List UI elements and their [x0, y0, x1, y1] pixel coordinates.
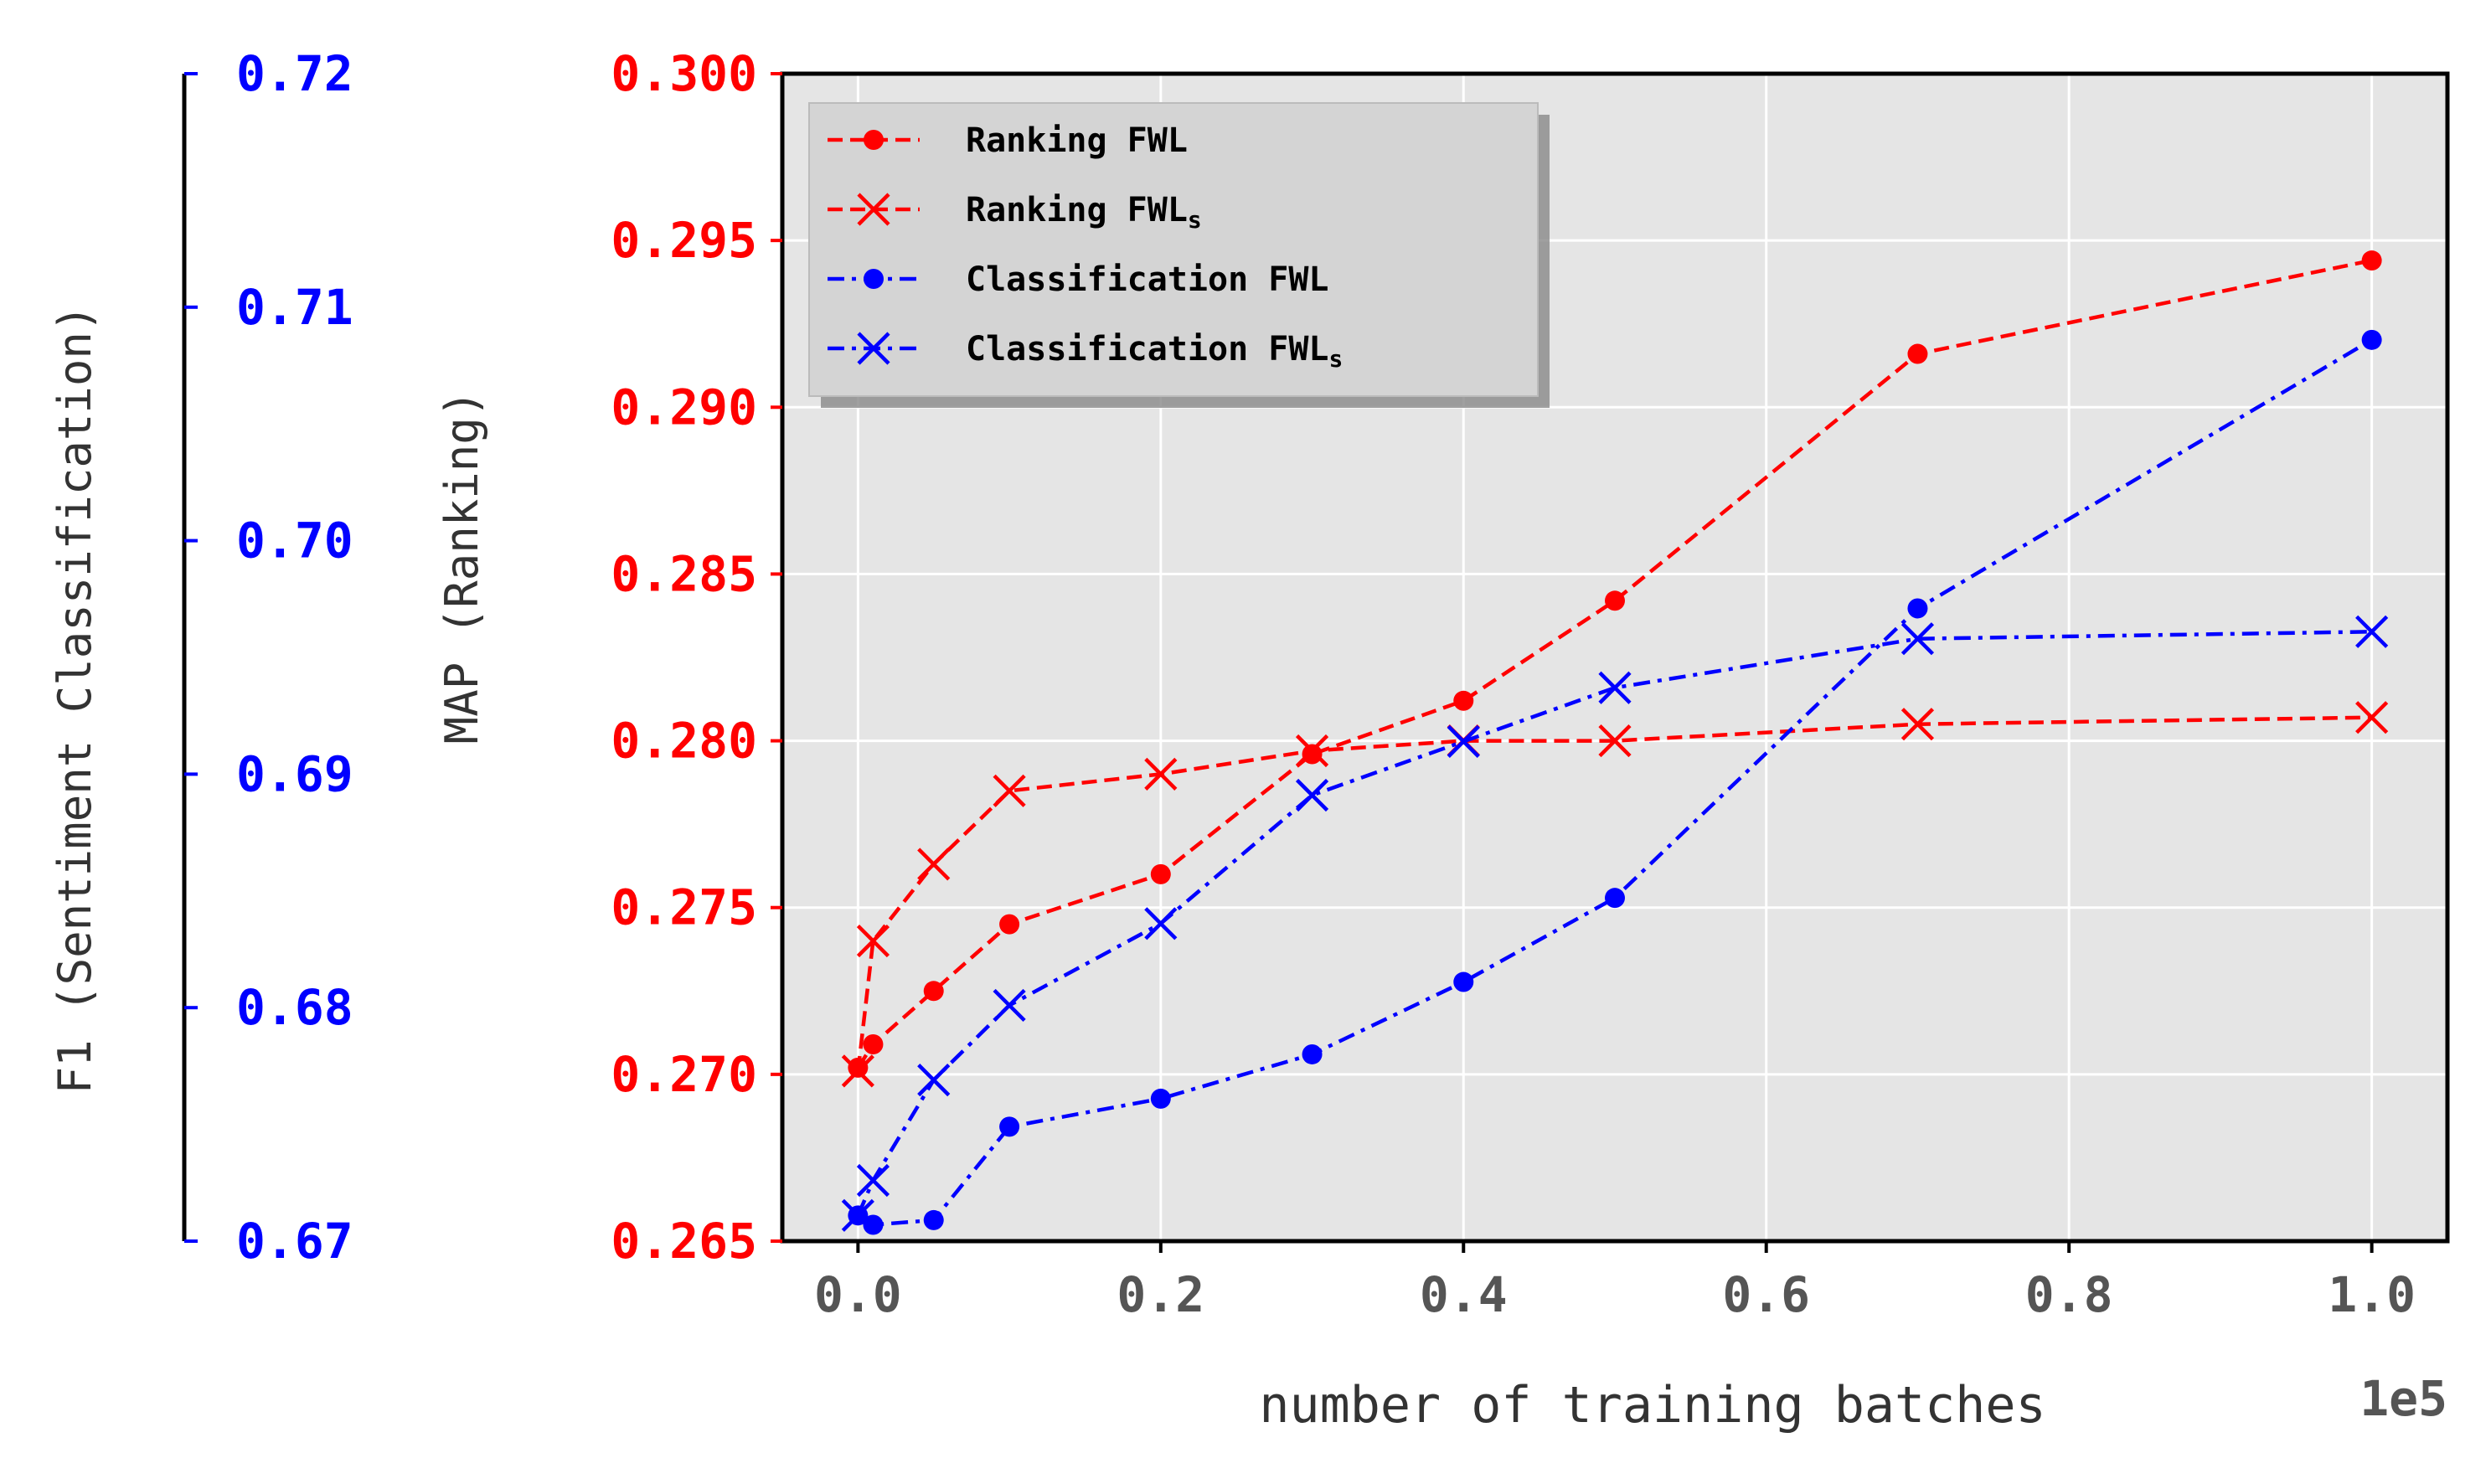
legend-entry-3: Classification FWL — [828, 260, 1328, 299]
legend-label: Classification FWL — [966, 260, 1328, 299]
data-point — [2361, 250, 2382, 271]
data-point — [1907, 343, 1928, 364]
data-point — [856, 924, 890, 958]
data-point — [1150, 1088, 1171, 1109]
data-point — [863, 1034, 884, 1055]
legend-label: Ranking FWL — [966, 121, 1188, 160]
data-point — [1302, 1043, 1323, 1064]
data-point — [993, 774, 1026, 807]
ranking-y-tick-label: 0.265 — [611, 1213, 757, 1270]
series-line — [856, 630, 2372, 1217]
x-tick-label: 0.6 — [1722, 1266, 1810, 1323]
x-offset-label: 1e5 — [2359, 1370, 2447, 1427]
data-point — [1295, 734, 1329, 768]
data-point — [1900, 622, 1935, 656]
data-point — [999, 914, 1020, 935]
x-tick-label: 0.0 — [814, 1266, 902, 1323]
legend-marker — [857, 332, 890, 365]
classification-y-tick-label: 0.70 — [236, 513, 353, 569]
data-point — [856, 1163, 890, 1198]
series-line — [857, 338, 2373, 1227]
x-tick-label: 0.4 — [1420, 1266, 1508, 1323]
data-point — [1150, 863, 1171, 884]
data-point — [1144, 757, 1178, 791]
x-tick-label: 1.0 — [2328, 1266, 2416, 1323]
x-tick-label: 0.8 — [2025, 1266, 2113, 1323]
data-point — [1144, 907, 1178, 940]
data-point — [841, 1198, 874, 1232]
x-axis-label: number of training batches — [1259, 1376, 2045, 1435]
legend-entry-4: Classification FWLs — [828, 330, 1343, 373]
data-point — [1605, 590, 1625, 611]
data-point — [1453, 971, 1474, 992]
data-point — [923, 981, 944, 1002]
data-point — [923, 1209, 944, 1230]
ranking-y-tick-label: 0.295 — [611, 212, 757, 269]
classification-y-tick-label: 0.71 — [236, 279, 353, 336]
ranking-y-axis-label: MAP (Ranking) — [436, 390, 488, 745]
legend-marker — [864, 269, 884, 289]
ranking-y-tick-label: 0.285 — [611, 545, 757, 602]
data-point — [2361, 329, 2382, 350]
data-point — [1907, 598, 1928, 619]
series-line — [856, 258, 2373, 1069]
legend-marker — [864, 130, 884, 150]
data-point — [2355, 701, 2389, 734]
legend-marker — [857, 193, 890, 226]
data-point — [1900, 708, 1935, 741]
ranking-y-tick-label: 0.280 — [611, 713, 757, 770]
data-point — [917, 848, 951, 881]
legend-label: Ranking FWLs — [966, 191, 1202, 234]
data-point — [863, 1214, 884, 1235]
legend-entry-1: Ranking FWL — [828, 121, 1188, 160]
legend-box — [808, 102, 1539, 397]
data-point — [1605, 888, 1625, 909]
x-tick-label: 0.2 — [1117, 1266, 1204, 1323]
series-4 — [841, 615, 2389, 1232]
legend-entry-2: Ranking FWLs — [828, 191, 1202, 234]
ranking-y-tick-label: 0.275 — [611, 879, 757, 936]
data-point — [1447, 724, 1480, 758]
classification-y-tick-label: 0.67 — [236, 1213, 353, 1270]
data-point — [1295, 778, 1329, 812]
classification-y-axis-label: F1 (Sentiment Classification) — [49, 305, 101, 1095]
classification-y-tick-label: 0.69 — [236, 745, 353, 802]
classification-y-tick-label: 0.68 — [236, 979, 353, 1036]
ranking-y-tick-label: 0.300 — [611, 45, 757, 102]
data-point — [2355, 615, 2389, 648]
ranking-y-tick-label: 0.290 — [611, 379, 757, 435]
legend-label: Classification FWLs — [966, 330, 1343, 373]
data-point — [1598, 671, 1632, 704]
data-point — [841, 1054, 874, 1088]
classification-y-tick-label: 0.72 — [236, 45, 353, 102]
series-line — [856, 715, 2372, 1072]
plot-frame — [780, 71, 2450, 1244]
data-point — [1302, 744, 1323, 765]
data-point — [917, 1064, 951, 1097]
data-point — [1598, 724, 1632, 758]
data-point — [1453, 690, 1474, 711]
data-point — [999, 1116, 1020, 1137]
ranking-y-tick-label: 0.270 — [611, 1046, 757, 1103]
data-point — [993, 988, 1026, 1023]
